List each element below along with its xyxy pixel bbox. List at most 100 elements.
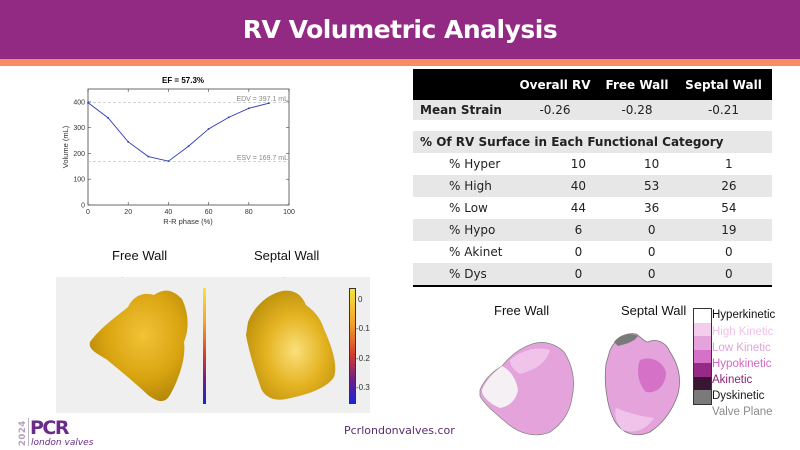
x-tick-label: 20 [124, 209, 132, 216]
cell-value: -0.26 [511, 100, 599, 120]
x-tick-label: 60 [205, 209, 213, 216]
legend-label-dyskinetic: Dyskinetic [712, 390, 765, 402]
legend-label-akinetic: Akinetic [712, 374, 753, 386]
y-tick-label: 0 [81, 203, 85, 210]
colorbar-tick: -0.1 [356, 324, 370, 333]
kinetic-legend [693, 308, 712, 405]
table-row: % Akinet 0 0 0 [413, 241, 772, 263]
septal-wall-colorbar [349, 288, 356, 404]
free-wall-colorbar [203, 288, 206, 404]
septal-wall-valve-plane [614, 334, 638, 346]
strain-free-wall-title: Free Wall [112, 248, 168, 263]
legend-swatch-hypokinetic [694, 349, 711, 363]
free-wall-tick-mark: · [122, 275, 124, 280]
colorbar-tick: 0 [358, 295, 363, 304]
cell-value: -0.28 [599, 100, 675, 120]
volume-data-point [227, 116, 230, 119]
cell-value: 1 [725, 157, 733, 171]
volume-data-point [147, 155, 150, 158]
volume-data-point [248, 107, 250, 110]
category-title: % Of RV Surface in Each Functional Categ… [413, 131, 772, 153]
x-tick-label: 40 [165, 209, 173, 216]
table-row: % Low 44 36 54 [413, 197, 772, 219]
legend-swatch-dyskinetic [694, 376, 711, 390]
page-title: RV Volumetric Analysis [242, 15, 558, 44]
accent-bar [0, 59, 800, 66]
strain-map-render [89, 290, 336, 402]
legend-swatch-valve-plane [694, 390, 711, 404]
website-link[interactable]: Pcrlondonvalves.cor [344, 424, 455, 437]
strain-septal-wall-title: Septal Wall [254, 248, 320, 263]
esv-label: ESV = 169.7 mL [237, 155, 288, 162]
x-tick-label: 0 [86, 209, 90, 216]
table-header-row: Overall RV Free Wall Septal Wall [413, 69, 772, 100]
table-row: % High 40 53 26 [413, 175, 772, 197]
cell-value: 0 [574, 245, 583, 259]
legend-swatch-high-kinetic [694, 322, 711, 336]
cell-value: 0 [617, 219, 686, 241]
legend-label-low-kinetic: Low Kinetic [712, 342, 771, 354]
cell-value: 10 [570, 157, 587, 171]
header-cell-septal-wall: Septal Wall [675, 69, 772, 100]
plot-frame [87, 88, 290, 206]
septal-wall-tick-mark: · [284, 275, 286, 280]
volume-data-point [187, 145, 190, 148]
row-label: % Akinet [449, 245, 503, 259]
y-tick-label: 400 [73, 99, 85, 106]
cell-value: 36 [644, 201, 660, 215]
volume-series-line [87, 102, 270, 162]
svg-text:london valves: london valves [31, 438, 94, 448]
x-tick-label: 80 [245, 209, 253, 216]
septal-wall-strain-mesh [246, 290, 336, 400]
legend-swatch-low-kinetic [694, 336, 711, 350]
legend-swatch-hyperkinetic [694, 309, 711, 323]
header-cell-blank [413, 69, 511, 100]
mean-strain-row: Mean Strain -0.26 -0.28 -0.21 [413, 100, 772, 120]
table-row: % Dys 0 0 0 [413, 263, 772, 286]
cell-value: 54 [721, 201, 737, 215]
legend-swatch-akinetic [694, 363, 711, 377]
svg-text:PCR: PCR [30, 417, 70, 439]
legend-label-valve-plane: Valve Plane [712, 406, 773, 418]
cell-value: 0 [617, 263, 686, 286]
legend-label-hypokinetic: Hypokinetic [712, 358, 772, 370]
legend-label-high-kinetic: High Kinetic [712, 326, 774, 338]
y-tick-label: 100 [73, 177, 85, 184]
functional-category-table: % Of RV Surface in Each Functional Categ… [413, 131, 772, 287]
cell-value: 10 [644, 157, 660, 171]
x-tick-label: 100 [283, 209, 295, 216]
chart-title: EF = 57.3% [162, 76, 204, 85]
row-label: Mean Strain [413, 100, 511, 120]
free-wall-hyper-region [482, 366, 518, 408]
svg-text:2024: 2024 [18, 420, 28, 446]
volume-data-point [268, 102, 270, 104]
cell-value: 0 [647, 245, 656, 259]
volume-data-point [87, 101, 89, 104]
row-label: % Dys [413, 263, 540, 286]
kinetic-map-render [479, 333, 680, 436]
row-label: % High [413, 175, 540, 197]
table-row: % Hypo 6 0 19 [413, 219, 772, 241]
cell-value: 26 [685, 175, 772, 197]
cell-value: 0 [725, 245, 733, 259]
y-tick-label: 200 [73, 151, 85, 158]
pcr-london-valves-logo: 2024 PCR london valves [18, 417, 94, 448]
edv-label: EDV = 397.1 mL [236, 96, 288, 103]
cell-value: -0.21 [675, 100, 772, 120]
cell-value: 53 [617, 175, 686, 197]
cell-value: 40 [539, 175, 618, 197]
cell-value: 6 [539, 219, 618, 241]
cell-value: 0 [539, 263, 618, 286]
septal-wall-high-region [615, 408, 654, 432]
header-cell-free-wall: Free Wall [599, 69, 675, 100]
row-label: % Hyper [449, 157, 501, 171]
strain-map-panel: · · 0 -0.1 -0.2 -0.3 [56, 275, 370, 413]
legend-label-hyperkinetic: Hyperkinetic [712, 309, 776, 321]
free-wall-kinetic-mesh [479, 342, 574, 436]
volume-data-point [167, 160, 170, 162]
kinetic-septal-wall-title: Septal Wall [621, 303, 687, 318]
category-header-row: % Of RV Surface in Each Functional Categ… [413, 131, 772, 153]
title-banner: RV Volumetric Analysis [0, 0, 800, 59]
y-tick-label: 300 [73, 125, 85, 132]
